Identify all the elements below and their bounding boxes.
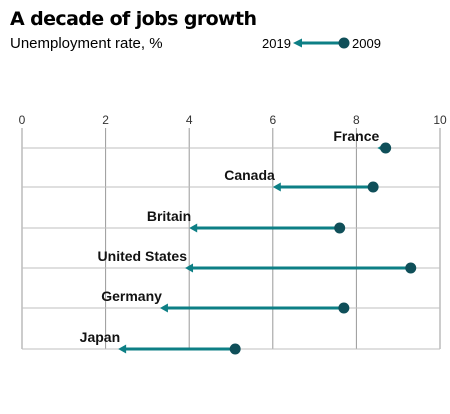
row-japan: Japan xyxy=(80,329,241,355)
legend-label-2019: 2019 xyxy=(262,36,291,51)
row-france: France xyxy=(333,128,392,154)
arrowhead-2019 xyxy=(159,303,168,313)
row-britain: Britain xyxy=(147,208,346,234)
country-label: Japan xyxy=(80,329,120,345)
data-rows: France Canada Britain United States Germany J… xyxy=(80,128,417,355)
x-tick-label: 4 xyxy=(186,113,193,127)
x-axis-ticks: 0 2 4 6 8 10 xyxy=(19,113,447,349)
legend-arrowhead xyxy=(293,38,302,48)
country-label: France xyxy=(333,128,379,144)
country-label: United States xyxy=(98,248,188,264)
arrowhead-2019 xyxy=(189,223,198,233)
country-label: Britain xyxy=(147,208,191,224)
country-label: Canada xyxy=(224,167,275,183)
x-tick-label: 0 xyxy=(19,113,26,127)
x-tick-label: 8 xyxy=(353,113,360,127)
legend-dot xyxy=(338,37,350,49)
arrowhead-2019 xyxy=(185,263,194,273)
chart-subtitle: Unemployment rate, % xyxy=(10,35,163,52)
dot-2009 xyxy=(338,302,350,314)
row-canada: Canada xyxy=(224,167,379,193)
x-tick-label: 2 xyxy=(102,113,109,127)
dot-2009 xyxy=(380,142,392,154)
arrowhead-2019 xyxy=(272,182,281,192)
x-tick-label: 6 xyxy=(269,113,276,127)
chart-title: A decade of jobs growth xyxy=(10,8,256,30)
arrowhead-2019 xyxy=(118,344,127,354)
legend-label-2009: 2009 xyxy=(352,36,381,51)
country-label: Germany xyxy=(101,288,162,304)
legend: 2019 2009 xyxy=(262,36,381,51)
dot-2009 xyxy=(405,262,417,274)
x-tick-label: 10 xyxy=(433,113,447,127)
dot-2009 xyxy=(367,181,379,193)
dot-2009 xyxy=(229,343,241,355)
row-united-states: United States xyxy=(98,248,417,274)
row-germany: Germany xyxy=(101,288,350,314)
dot-2009 xyxy=(334,222,346,234)
